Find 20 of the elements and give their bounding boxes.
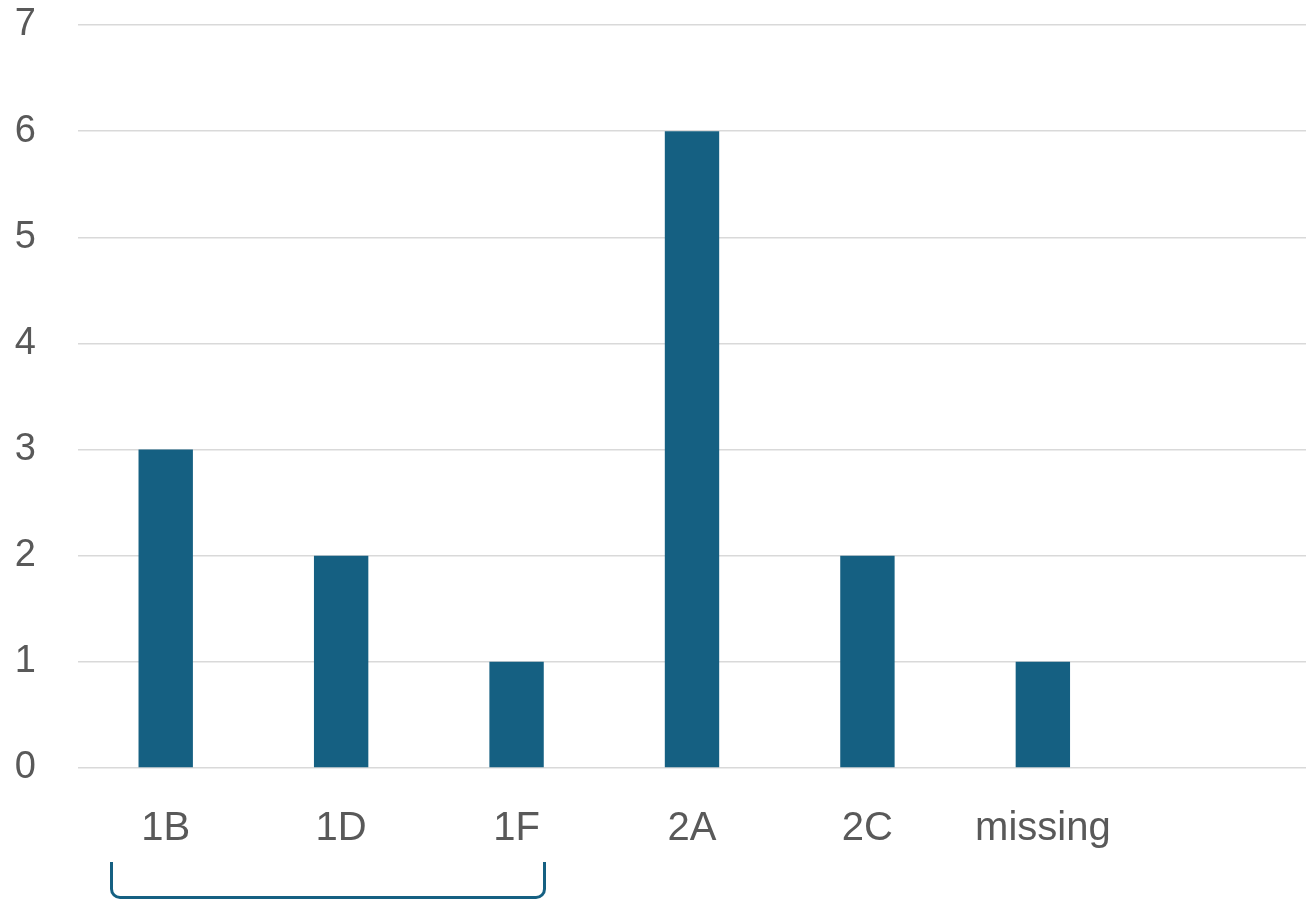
bar bbox=[840, 555, 895, 768]
y-tick-label: 6 bbox=[14, 107, 36, 150]
x-tick-label: 1F bbox=[493, 804, 540, 849]
y-tick-label: 4 bbox=[14, 319, 36, 362]
y-tick-label: 2 bbox=[14, 532, 36, 575]
bar bbox=[313, 555, 369, 768]
x-tick-label: 1D bbox=[315, 804, 367, 849]
x-tick-label: 2A bbox=[667, 804, 717, 849]
bar bbox=[664, 131, 720, 768]
x-tick-label: missing bbox=[975, 804, 1111, 849]
bar bbox=[138, 449, 193, 768]
y-tick-label: 5 bbox=[14, 213, 36, 256]
y-tick-label: 7 bbox=[14, 1, 36, 44]
bar bbox=[489, 661, 544, 768]
y-tick-label: 1 bbox=[14, 638, 36, 681]
y-tick-label: 3 bbox=[14, 426, 36, 469]
x-tick-label: 2C bbox=[841, 804, 893, 849]
y-tick-label: 0 bbox=[14, 744, 36, 787]
x-tick-label: 1B bbox=[141, 804, 191, 849]
bar bbox=[1015, 661, 1071, 768]
